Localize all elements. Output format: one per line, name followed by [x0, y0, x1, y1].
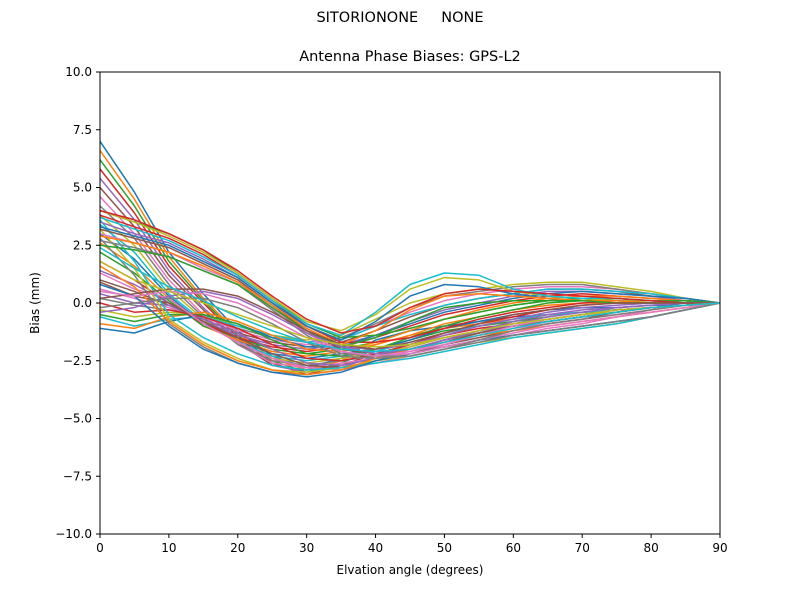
- y-axis: 10.0 7.5 5.0 2.5 0.0 −2.5 −5.0 −7.5 −10.0: [55, 65, 100, 541]
- x-tick-label: 50: [437, 541, 452, 555]
- series-line-42: [99, 235, 720, 346]
- y-tick-label: 5.0: [73, 181, 92, 195]
- x-tick-label: 60: [506, 541, 521, 555]
- y-axis-label: Bias (mm): [28, 272, 42, 334]
- y-tick-label: −10.0: [55, 527, 92, 541]
- series-line-4: [99, 168, 721, 376]
- series-line-5: [99, 177, 721, 374]
- series-lines: [99, 140, 721, 378]
- figure-suptitle: SITORIONONE NONE: [316, 10, 484, 26]
- series-line-30: [99, 219, 721, 371]
- series-line-48: [99, 297, 721, 360]
- y-tick-label: 10.0: [65, 65, 92, 79]
- x-tick-label: 70: [575, 541, 590, 555]
- y-tick-label: −7.5: [63, 469, 92, 483]
- series-line-50: [99, 246, 721, 353]
- series-line-22: [99, 295, 721, 353]
- y-tick-label: −2.5: [63, 354, 92, 368]
- x-tick-label: 80: [643, 541, 658, 555]
- y-tick-label: −5.0: [63, 412, 92, 426]
- y-tick-label: 7.5: [73, 123, 92, 137]
- series-line-37: [99, 232, 721, 357]
- series-line-46: [99, 288, 720, 350]
- x-tick-label: 10: [161, 541, 176, 555]
- series-line-44: [99, 209, 720, 334]
- x-tick-label: 0: [96, 541, 104, 555]
- x-tick-label: 30: [299, 541, 314, 555]
- y-tick-label: 0.0: [73, 296, 92, 310]
- x-tick-label: 90: [712, 541, 727, 555]
- x-axis-label: Elvation angle (degrees): [337, 563, 484, 577]
- y-tick-label: 2.5: [73, 238, 92, 252]
- series-line-49: [99, 260, 721, 348]
- x-tick-label: 40: [368, 541, 383, 555]
- chart-title: Antenna Phase Biases: GPS-L2: [299, 49, 521, 65]
- x-tick-label: 20: [230, 541, 245, 555]
- x-axis: 0 10 20 30 40 50 60 70 80 90: [96, 534, 728, 555]
